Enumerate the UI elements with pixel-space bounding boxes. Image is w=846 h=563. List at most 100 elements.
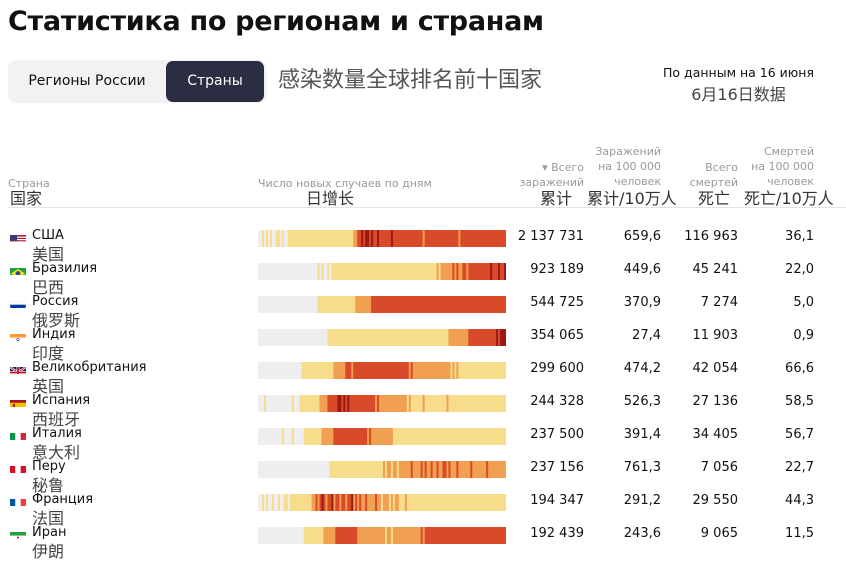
heatstrip-day-cell (460, 428, 463, 445)
heatstrip-day-cell (428, 263, 431, 280)
heatstrip-day-cell (462, 461, 465, 478)
heatstrip-day-cell (430, 329, 433, 346)
tab-countries[interactable]: Страны (166, 61, 264, 102)
heatstrip-day-cell (480, 230, 483, 247)
heatstrip-day-cell (285, 263, 289, 280)
heatstrip-day-cell (438, 263, 441, 280)
heatstrip-day-cell (343, 461, 346, 478)
heatstrip-day-cell (468, 395, 471, 412)
heatstrip-day-cell (396, 296, 400, 313)
heatstrip-day-cell (480, 395, 483, 412)
country-name: Бразилия (32, 261, 98, 276)
heatstrip-day-cell (410, 494, 414, 511)
heatstrip-day-cell (406, 296, 410, 313)
heatstrip-day-cell (299, 461, 303, 478)
heatstrip-day-cell (323, 296, 326, 313)
cases-per-100k: 526,3 (623, 394, 661, 409)
table-row[interactable]: Индия 印度 354 065 27,4 11 903 0,9 (0, 327, 846, 363)
heatstrip-day-cell (361, 395, 364, 412)
heatstrip-day-cell (428, 395, 431, 412)
india-flag-icon (10, 330, 26, 341)
total-deaths: 27 136 (692, 394, 739, 409)
heatstrip-day-cell (369, 329, 372, 346)
table-row[interactable]: США 美国 2 137 731 659,6 116 963 36,1 (0, 228, 846, 264)
heatstrip-day-cell (265, 329, 269, 346)
heatstrip-day-cell (460, 296, 463, 313)
heatstrip-day-cell (301, 329, 305, 346)
heatstrip-day-cell (347, 362, 350, 379)
heatstrip-day-cell (410, 428, 414, 445)
heatstrip-day-cell (480, 494, 483, 511)
table-row[interactable]: Бразилия 巴西 923 189 449,6 45 241 22,0 (0, 261, 846, 297)
cases-per-100k: 449,6 (623, 262, 661, 277)
heatstrip-day-cell (373, 395, 376, 412)
heatstrip-day-cell (464, 230, 467, 247)
column-header-per100k[interactable]: Заражений на 100 000 человек (595, 144, 661, 189)
heatstrip-day-cell (347, 296, 350, 313)
heatstrip-day-cell (456, 428, 459, 445)
country-name-chinese: 巴西 (32, 278, 65, 297)
heatstrip-day-cell (301, 296, 305, 313)
table-row[interactable]: Иран 伊朗 192 439 243,6 9 065 11,5 (0, 525, 846, 561)
heatstrip-day-cell (295, 395, 299, 412)
heatstrip-day-cell (351, 527, 354, 544)
heatstrip-day-cell (327, 329, 330, 346)
heatstrip-day-cell (496, 527, 499, 544)
heatstrip-day-cell (321, 230, 324, 247)
table-row[interactable]: Франция 法国 194 347 291,2 29 550 44,3 (0, 492, 846, 528)
heatstrip-day-cell (301, 527, 305, 544)
heatstrip-day-cell (303, 428, 307, 445)
table-row[interactable]: Перу 秘鲁 237 156 761,3 7 056 22,7 (0, 459, 846, 495)
heatstrip-day-cell (299, 527, 303, 544)
heatstrip-day-cell (333, 461, 336, 478)
heatstrip-day-cell (466, 263, 469, 280)
page-title: Статистика по регионам и странам (8, 6, 544, 37)
heatstrip-day-cell (293, 362, 297, 379)
table-row[interactable]: Италия 意大利 237 500 391,4 34 405 56,7 (0, 426, 846, 462)
brazil-flag-icon (10, 264, 26, 275)
heatstrip-day-cell (406, 362, 410, 379)
heatstrip-day-cell (500, 263, 503, 280)
heatstrip-day-cell (311, 329, 314, 346)
column-header-total[interactable]: ▾ Всего заражений (520, 160, 584, 190)
tab-russian-regions[interactable]: Регионы России (28, 73, 146, 89)
heatstrip-day-cell (414, 428, 418, 445)
heatstrip-day-cell (450, 296, 453, 313)
heatstrip-day-cell (472, 461, 475, 478)
table-row[interactable]: Россия 俄罗斯 544 725 370,9 7 274 5,0 (0, 294, 846, 330)
heatstrip-day-cell (297, 230, 301, 247)
heatstrip-day-cell (381, 263, 384, 280)
column-header-deaths-per100k[interactable]: Смертей на 100 000 человек (751, 144, 814, 189)
heatstrip-day-cell (267, 329, 271, 346)
heatstrip-day-cell (448, 527, 451, 544)
heatstrip-day-cell (476, 362, 479, 379)
heatstrip-day-cell (311, 296, 314, 313)
heatstrip-day-cell (392, 395, 396, 412)
heatstrip-day-cell (458, 263, 461, 280)
heatstrip-day-cell (357, 329, 360, 346)
heatstrip-day-cell (502, 296, 505, 313)
heatstrip-day-cell (317, 230, 320, 247)
heatstrip-day-cell (279, 230, 283, 247)
table-row[interactable]: Испания 西班牙 244 328 526,3 27 136 58,5 (0, 393, 846, 429)
heatstrip-day-cell (408, 494, 412, 511)
table-row[interactable]: Великобритания 英国 299 600 474,2 42 054 66,6 (0, 360, 846, 396)
heatstrip-day-cell (317, 428, 320, 445)
heatstrip-day-cell (396, 395, 400, 412)
heatstrip-day-cell (486, 527, 489, 544)
heatstrip-day-cell (418, 263, 422, 280)
heatstrip-day-cell (339, 230, 342, 247)
heatstrip-day-cell (281, 494, 285, 511)
heatstrip-day-cell (468, 362, 471, 379)
heatstrip-day-cell (375, 527, 378, 544)
heatstrip-day-cell (327, 296, 330, 313)
heatstrip-day-cell (456, 527, 459, 544)
deaths-per-100k: 22,7 (785, 460, 814, 475)
heatstrip-day-cell (315, 461, 318, 478)
column-header-country[interactable]: Страна (8, 177, 50, 190)
column-header-deaths[interactable]: Всего смертей (690, 160, 738, 190)
heatstrip-day-cell (448, 428, 451, 445)
heatstrip-day-cell (309, 362, 312, 379)
heatstrip-day-cell (261, 362, 265, 379)
heatstrip-day-cell (484, 395, 487, 412)
